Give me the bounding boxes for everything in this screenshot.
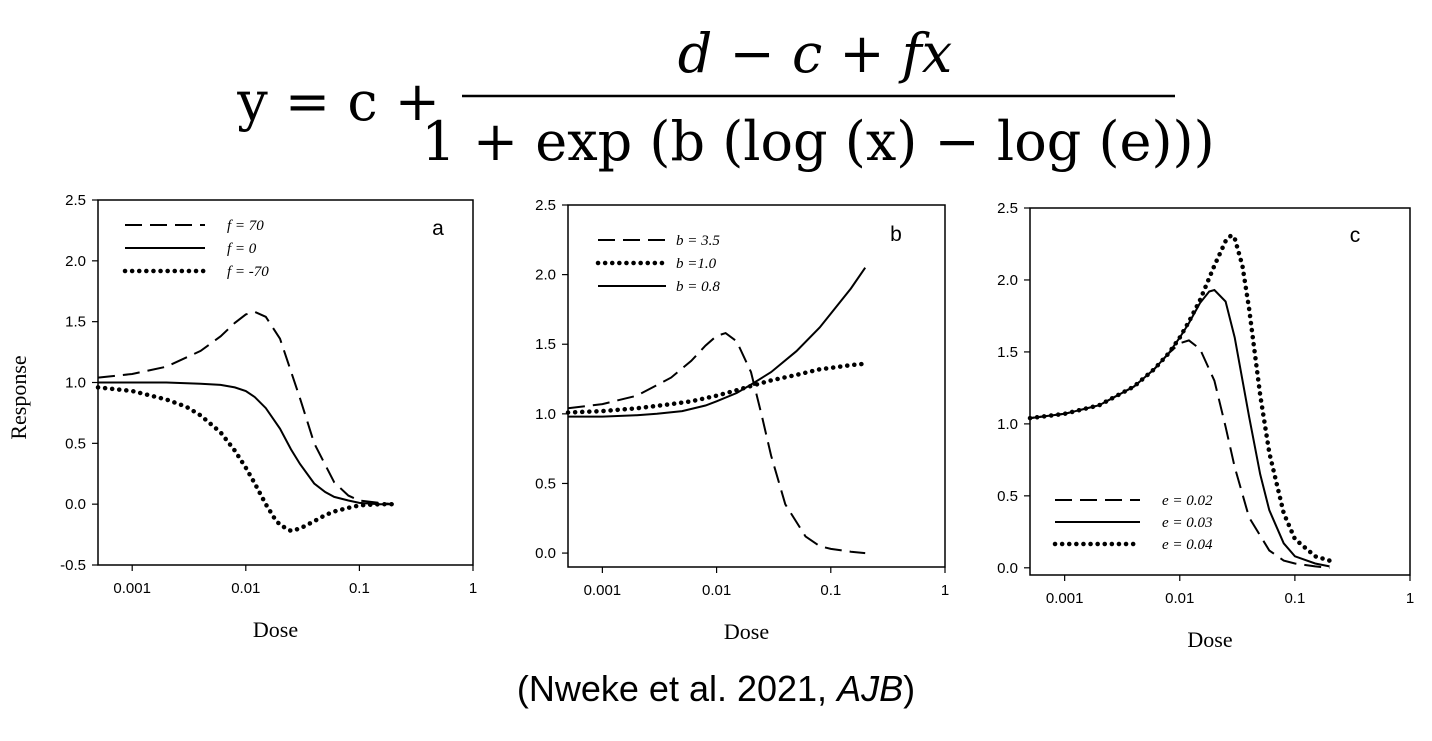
x-tick-label: 0.1 bbox=[349, 580, 370, 597]
legend-label: f = 70 bbox=[227, 218, 264, 234]
y-tick-label: 0.0 bbox=[997, 560, 1018, 577]
x-axis-title: Dose bbox=[1187, 627, 1232, 652]
series-line bbox=[95, 385, 396, 534]
citation-journal: AJB bbox=[837, 668, 904, 709]
equation-denominator: 1 + exp (b (log (x) − log (e))) bbox=[421, 110, 1214, 173]
x-tick-label: 0.001 bbox=[584, 582, 622, 599]
series-line bbox=[1027, 232, 1332, 563]
legend-label: e = 0.04 bbox=[1162, 537, 1213, 553]
x-tick-label: 0.01 bbox=[1165, 590, 1194, 607]
legend-label: b = 0.8 bbox=[676, 279, 720, 295]
y-tick-label: 2.0 bbox=[997, 272, 1018, 289]
panel-label: c bbox=[1350, 224, 1361, 247]
y-tick-label: 1.0 bbox=[997, 416, 1018, 433]
y-tick-label: 2.0 bbox=[535, 267, 556, 284]
series-line bbox=[565, 361, 868, 415]
x-tick-label: 0.01 bbox=[702, 582, 731, 599]
series-line bbox=[1029, 339, 1330, 569]
y-tick-label: 2.5 bbox=[65, 192, 86, 209]
chart-panel-b: 0.0 0.5 1.0 1.5 2.0 2.5 0.001 0.01 0.1 1 Dose b b = … bbox=[535, 197, 949, 644]
y-tick-label: 1.0 bbox=[65, 375, 86, 392]
y-tick-label: 1.0 bbox=[535, 406, 556, 423]
series-line bbox=[98, 381, 394, 506]
legend-label: e = 0.03 bbox=[1162, 515, 1213, 531]
legend-label: b =1.0 bbox=[676, 256, 717, 272]
x-tick-label: 0.001 bbox=[113, 580, 151, 597]
x-tick-label: 1 bbox=[469, 580, 477, 597]
legend-label: e = 0.02 bbox=[1162, 493, 1213, 509]
y-tick-label: 0.5 bbox=[535, 475, 556, 492]
y-tick-label: 2.5 bbox=[997, 200, 1018, 217]
legend-label: f = -70 bbox=[227, 264, 269, 280]
series-line bbox=[567, 331, 866, 555]
plot-frame bbox=[1029, 207, 1411, 576]
y-tick-label: 2.0 bbox=[65, 253, 86, 270]
x-tick-label: 1 bbox=[1406, 590, 1414, 607]
y-axis-title: Response bbox=[6, 355, 31, 439]
y-tick-label: 2.5 bbox=[535, 197, 556, 214]
panel-label: b bbox=[890, 223, 902, 246]
citation-close: ) bbox=[903, 668, 916, 709]
legend-label: f = 0 bbox=[227, 241, 257, 257]
citation-open: (Nweke et al. 2021, bbox=[516, 668, 838, 709]
citation: (Nweke et al. 2021, AJB) bbox=[0, 668, 1432, 710]
y-tick-label: 0.0 bbox=[535, 545, 556, 562]
x-tick-label: 0.1 bbox=[820, 582, 841, 599]
y-tick-label: 1.5 bbox=[997, 344, 1018, 361]
chart-panel-c: 0.0 0.5 1.0 1.5 2.0 2.5 0.001 0.01 0.1 1 Dose c e = … bbox=[997, 200, 1414, 652]
panel-label: a bbox=[432, 217, 444, 240]
x-axis-title: Dose bbox=[253, 617, 298, 642]
x-tick-label: 0.01 bbox=[231, 580, 260, 597]
y-tick-label: 1.5 bbox=[535, 336, 556, 353]
y-tick-label: 0.5 bbox=[65, 435, 86, 452]
equation-lhs: y = c + bbox=[236, 70, 440, 133]
equation-numerator: d − c + fx bbox=[678, 22, 952, 85]
chart-panel-a: -0.5 0.0 0.5 1.0 1.5 2.0 2.5 0.001 0.01 0.1 1 Dose R… bbox=[6, 192, 477, 642]
x-tick-label: 0.001 bbox=[1046, 590, 1084, 607]
x-axis-title: Dose bbox=[724, 619, 769, 644]
x-tick-label: 1 bbox=[941, 582, 949, 599]
series-line bbox=[568, 267, 867, 418]
y-tick-label: -0.5 bbox=[60, 557, 86, 574]
series-line bbox=[97, 310, 394, 506]
x-tick-label: 0.1 bbox=[1284, 590, 1305, 607]
equation: y = c + d − c + fx 1 + exp (b (log (x) −… bbox=[236, 22, 1214, 173]
legend-label: b = 3.5 bbox=[676, 233, 720, 249]
y-tick-label: 0.0 bbox=[65, 496, 86, 513]
plot-frame bbox=[567, 204, 946, 568]
y-tick-label: 0.5 bbox=[997, 488, 1018, 505]
y-tick-label: 1.5 bbox=[65, 314, 86, 331]
